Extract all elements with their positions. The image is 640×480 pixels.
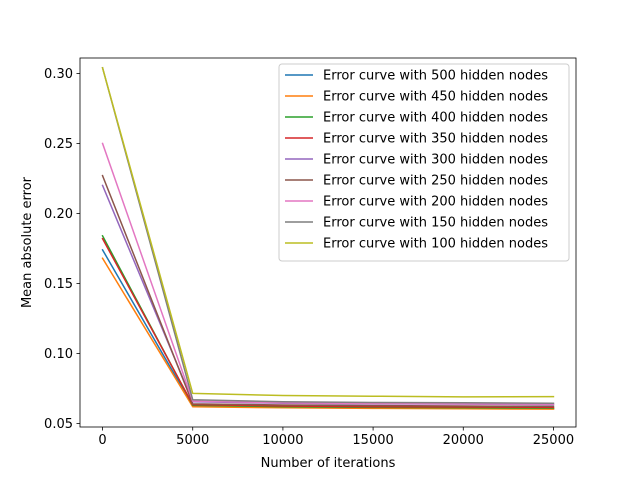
x-tick-label: 10000 [262, 433, 303, 448]
legend-entry-2: Error curve with 450 hidden nodes [323, 90, 548, 105]
legend-entry-6: Error curve with 250 hidden nodes [323, 174, 548, 189]
y-tick-label: 0.15 [44, 277, 73, 292]
y-axis-label: Mean absolute error [20, 176, 35, 308]
x-tick-label: 5000 [176, 433, 209, 448]
axes-frame [79, 57, 577, 428]
y-tick-label: 0.20 [44, 207, 73, 222]
series-lines [101, 66, 555, 410]
x-axis-label: Number of iterations [261, 456, 396, 471]
legend-entry-8: Error curve with 150 hidden nodes [323, 216, 548, 231]
x-tick-label: 25000 [533, 433, 574, 448]
legend-entry-1: Error curve with 500 hidden nodes [323, 69, 548, 84]
legend-entry-3: Error curve with 400 hidden nodes [323, 111, 548, 126]
series-line-6 [101, 174, 555, 408]
x-tick-label: 0 [98, 433, 106, 448]
y-axis-ticks: 0.05 0.10 0.15 0.20 0.25 0.30 [44, 67, 80, 432]
series-line-4 [101, 237, 555, 409]
series-line-9 [101, 66, 555, 398]
y-tick-label: 0.05 [44, 417, 73, 432]
legend: Error curve with 500 hidden nodes Error c… [278, 63, 570, 262]
x-axis-ticks: 0 5000 10000 15000 20000 25000 [98, 427, 574, 448]
legend-entry-5: Error curve with 300 hidden nodes [323, 153, 548, 168]
legend-frame [278, 63, 570, 262]
legend-entry-7: Error curve with 200 hidden nodes [323, 195, 548, 210]
y-tick-label: 0.10 [44, 347, 73, 362]
series-line-8 [101, 66, 555, 404]
x-tick-label: 15000 [352, 433, 393, 448]
legend-entry-9: Error curve with 100 hidden nodes [323, 237, 548, 252]
plot-area: 0 5000 10000 15000 20000 25000 0.050.100.150.… [44, 57, 577, 448]
series-line-2 [101, 257, 555, 410]
y-tick-label: 0.25 [44, 137, 73, 152]
x-tick-label: 20000 [443, 433, 484, 448]
legend-entry-4: Error curve with 350 hidden nodes [323, 132, 548, 147]
series-line-7 [101, 142, 555, 405]
y-tick-label: 0.30 [44, 67, 73, 82]
